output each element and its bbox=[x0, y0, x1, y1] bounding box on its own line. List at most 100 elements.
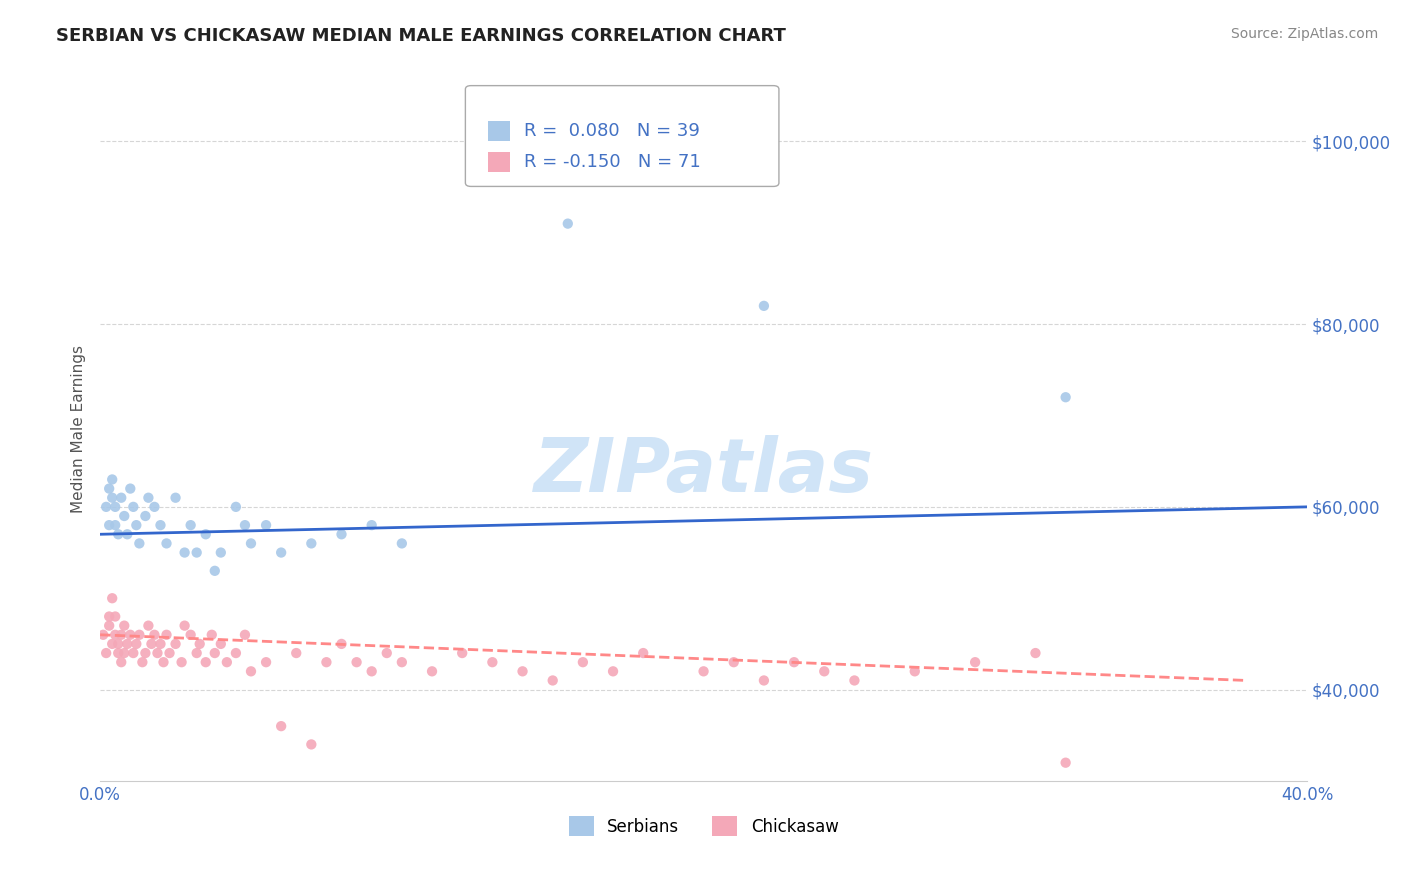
Point bbox=[101, 491, 124, 505]
Point bbox=[254, 655, 277, 669]
Point bbox=[391, 655, 413, 669]
Point bbox=[120, 482, 142, 496]
Point bbox=[141, 637, 163, 651]
Point bbox=[360, 665, 382, 679]
Point bbox=[186, 545, 208, 559]
Point bbox=[692, 665, 714, 679]
Point bbox=[270, 719, 292, 733]
Point bbox=[813, 665, 835, 679]
Text: Source: ZipAtlas.com: Source: ZipAtlas.com bbox=[1230, 27, 1378, 41]
Text: ZIPatlas: ZIPatlas bbox=[533, 435, 873, 508]
Point bbox=[143, 628, 166, 642]
Point bbox=[330, 637, 353, 651]
Point bbox=[138, 491, 160, 505]
Point bbox=[209, 637, 232, 651]
Point bbox=[557, 217, 579, 231]
Point bbox=[204, 564, 226, 578]
Point bbox=[165, 491, 187, 505]
Point bbox=[215, 655, 238, 669]
Point bbox=[330, 527, 353, 541]
Point bbox=[572, 655, 595, 669]
Text: R =  0.080   N = 39: R = 0.080 N = 39 bbox=[524, 122, 700, 140]
Point bbox=[170, 655, 193, 669]
Point bbox=[98, 609, 121, 624]
Point bbox=[194, 655, 217, 669]
Text: R = -0.150   N = 71: R = -0.150 N = 71 bbox=[524, 153, 702, 171]
Point bbox=[104, 518, 127, 533]
Point bbox=[965, 655, 987, 669]
Point bbox=[117, 637, 139, 651]
Legend: Serbians, Chickasaw: Serbians, Chickasaw bbox=[562, 809, 845, 843]
Point bbox=[186, 646, 208, 660]
Point bbox=[98, 518, 121, 533]
Point bbox=[149, 637, 172, 651]
Point bbox=[91, 628, 114, 642]
Point bbox=[125, 637, 148, 651]
Point bbox=[149, 518, 172, 533]
Point bbox=[101, 473, 124, 487]
Point bbox=[122, 500, 145, 514]
Point bbox=[159, 646, 181, 660]
Point bbox=[110, 628, 132, 642]
Point bbox=[120, 628, 142, 642]
Point bbox=[481, 655, 503, 669]
Point bbox=[1024, 646, 1046, 660]
Point bbox=[194, 527, 217, 541]
Point bbox=[125, 518, 148, 533]
Point bbox=[98, 618, 121, 632]
Point bbox=[225, 500, 247, 514]
Point bbox=[110, 491, 132, 505]
Point bbox=[107, 527, 129, 541]
Text: SERBIAN VS CHICKASAW MEDIAN MALE EARNINGS CORRELATION CHART: SERBIAN VS CHICKASAW MEDIAN MALE EARNING… bbox=[56, 27, 786, 45]
Point bbox=[233, 518, 256, 533]
Point bbox=[201, 628, 224, 642]
Point bbox=[204, 646, 226, 660]
Point bbox=[233, 628, 256, 642]
Point bbox=[101, 637, 124, 651]
Point bbox=[152, 655, 174, 669]
Point bbox=[420, 665, 443, 679]
Point bbox=[173, 545, 195, 559]
Point bbox=[391, 536, 413, 550]
Point bbox=[98, 482, 121, 496]
Point bbox=[451, 646, 474, 660]
Point bbox=[104, 628, 127, 642]
Point bbox=[254, 518, 277, 533]
Point bbox=[346, 655, 368, 669]
Point bbox=[723, 655, 745, 669]
Point bbox=[104, 500, 127, 514]
Point bbox=[315, 655, 337, 669]
Point bbox=[631, 646, 654, 660]
Point bbox=[752, 673, 775, 688]
Point bbox=[225, 646, 247, 660]
Point bbox=[299, 536, 322, 550]
Point bbox=[112, 508, 135, 523]
Point bbox=[240, 665, 263, 679]
Point bbox=[122, 646, 145, 660]
Point bbox=[112, 646, 135, 660]
Point bbox=[602, 665, 624, 679]
Point bbox=[752, 299, 775, 313]
Point bbox=[285, 646, 308, 660]
Point bbox=[783, 655, 806, 669]
Point bbox=[107, 646, 129, 660]
Point bbox=[134, 646, 156, 660]
Point bbox=[155, 536, 177, 550]
Point bbox=[101, 591, 124, 606]
Point bbox=[904, 665, 927, 679]
Point bbox=[270, 545, 292, 559]
Point bbox=[107, 637, 129, 651]
Point bbox=[165, 637, 187, 651]
Point bbox=[155, 628, 177, 642]
Point bbox=[240, 536, 263, 550]
Point bbox=[143, 500, 166, 514]
Point bbox=[134, 508, 156, 523]
Point bbox=[375, 646, 398, 660]
Point bbox=[541, 673, 564, 688]
Point bbox=[131, 655, 153, 669]
Point bbox=[146, 646, 169, 660]
Point bbox=[96, 646, 118, 660]
Point bbox=[299, 738, 322, 752]
Point bbox=[173, 618, 195, 632]
Point bbox=[128, 536, 150, 550]
